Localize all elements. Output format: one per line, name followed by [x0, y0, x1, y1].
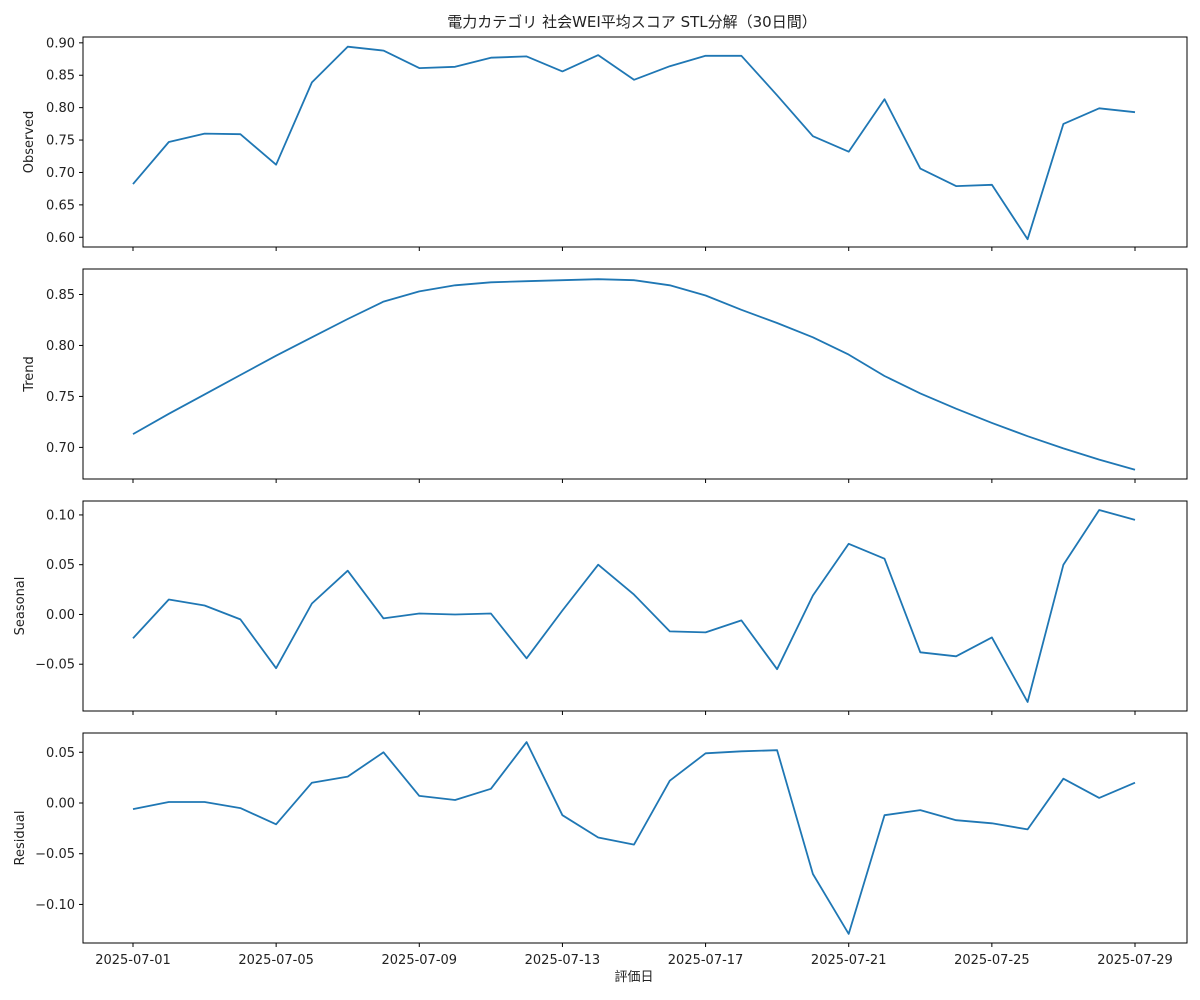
- x-tick-label: 2025-07-09: [382, 953, 458, 968]
- y-tick-label: 0.80: [46, 339, 75, 354]
- axes-frame: [82, 732, 1188, 944]
- panel-residual: −0.10 −0.05 0.00 0.05 2025-07-01 2025-07-05 20…: [13, 732, 1188, 968]
- series-line-seasonal: [132, 509, 1136, 703]
- series-line-observed: [132, 45, 1136, 241]
- panel-observed: 0.60 0.65 0.70 0.75 0.80 0.85 0.90 Observed: [22, 36, 1188, 251]
- y-axis-label: Residual: [13, 811, 28, 866]
- x-axis-label: 評価日: [614, 970, 653, 985]
- y-tick-label: −0.05: [35, 658, 75, 673]
- x-tick-label: 2025-07-13: [525, 953, 601, 968]
- axes-frame: [82, 500, 1188, 712]
- y-tick-label: 0.90: [46, 36, 75, 51]
- y-tick-label: −0.10: [35, 898, 75, 913]
- y-tick-label: 0.60: [46, 231, 75, 246]
- y-axis-label: Seasonal: [13, 577, 28, 636]
- y-tick-label: 0.00: [46, 608, 75, 623]
- y-tick-label: 0.85: [46, 288, 75, 303]
- series-line-residual: [132, 741, 1136, 935]
- panels: 0.60 0.65 0.70 0.75 0.80 0.85 0.90 Observed 0.70…: [13, 36, 1188, 968]
- x-tick-label: 2025-07-29: [1097, 953, 1173, 968]
- y-tick-label: 0.00: [46, 797, 75, 812]
- y-tick-label: 0.75: [46, 390, 75, 405]
- y-tick-label: −0.05: [35, 847, 75, 862]
- y-axis-label: Trend: [22, 356, 37, 393]
- y-tick-label: 0.65: [46, 198, 75, 213]
- panel-seasonal: −0.05 0.00 0.05 0.10 Seasonal: [13, 500, 1188, 715]
- x-tick-label: 2025-07-17: [668, 953, 744, 968]
- y-axis-label: Observed: [22, 111, 37, 174]
- y-tick-label: 0.70: [46, 166, 75, 181]
- x-tick-label: 2025-07-21: [811, 953, 887, 968]
- y-tick-label: 0.75: [46, 134, 75, 149]
- x-tick-label: 2025-07-25: [954, 953, 1030, 968]
- chart-title: 電力カテゴリ 社会WEI平均スコア STL分解（30日間）: [447, 13, 816, 31]
- series-line-trend: [132, 278, 1136, 471]
- axes-frame: [82, 36, 1188, 248]
- x-tick-label: 2025-07-01: [95, 953, 171, 968]
- y-tick-label: 0.80: [46, 101, 75, 116]
- axes-frame: [82, 268, 1188, 480]
- y-tick-label: 0.05: [46, 746, 75, 761]
- y-tick-label: 0.05: [46, 558, 75, 573]
- y-tick-label: 0.85: [46, 69, 75, 84]
- y-tick-label: 0.70: [46, 441, 75, 456]
- x-tick-label: 2025-07-05: [238, 953, 314, 968]
- panel-trend: 0.70 0.75 0.80 0.85 Trend: [22, 268, 1188, 483]
- y-tick-label: 0.10: [46, 508, 75, 523]
